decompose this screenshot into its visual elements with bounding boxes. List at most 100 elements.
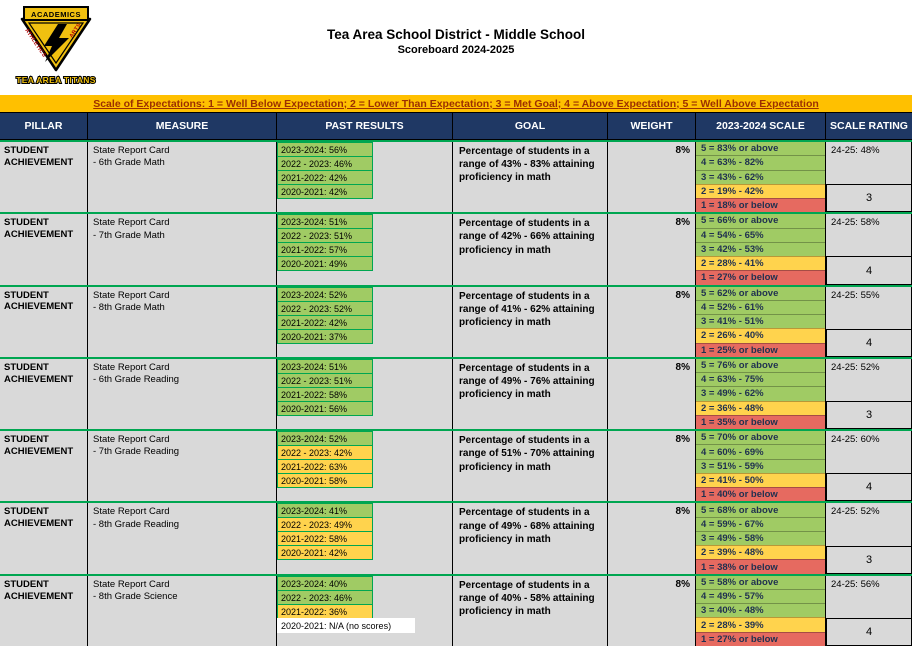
weight-cell[interactable]: 8% bbox=[608, 575, 696, 646]
column-header-past-results[interactable]: PAST RESULTS bbox=[277, 113, 453, 139]
scale-item: 5 = 62% or above bbox=[696, 286, 825, 300]
current-score: 24-25: 56% bbox=[831, 578, 880, 590]
measure-cell[interactable]: State Report Card - 8th Grade Science bbox=[88, 575, 277, 646]
column-header-goal[interactable]: GOAL bbox=[453, 113, 608, 139]
scale-item: 1 = 35% or below bbox=[696, 414, 825, 430]
scale-item: 3 = 43% - 62% bbox=[696, 169, 825, 184]
page-subtitle: Scoreboard 2024-2025 bbox=[397, 44, 515, 56]
measure-line: - 7th Grade Reading bbox=[93, 446, 180, 458]
scale-rating-cell[interactable]: 24-25: 48% 3 bbox=[826, 142, 912, 213]
measure-cell[interactable]: State Report Card - 8th Grade Reading bbox=[88, 503, 277, 574]
pillar-cell[interactable]: STUDENT ACHIEVEMENT bbox=[0, 431, 88, 502]
goal-cell[interactable]: Percentage of students in a range of 40%… bbox=[453, 575, 608, 646]
column-header-pillar[interactable]: PILLAR bbox=[0, 113, 88, 139]
scale-rating-cell[interactable]: 24-25: 52% 3 bbox=[826, 503, 912, 574]
past-result-item: 2022 - 2023: 51% bbox=[277, 228, 373, 244]
pillar-cell[interactable]: STUDENT ACHIEVEMENT bbox=[0, 503, 88, 574]
goal-cell[interactable]: Percentage of students in a range of 49%… bbox=[453, 358, 608, 430]
measure-cell[interactable]: State Report Card - 6th Grade Math bbox=[88, 142, 277, 213]
table-row: STUDENT ACHIEVEMENT State Report Card - 6t… bbox=[0, 356, 912, 430]
weight-cell[interactable]: 8% bbox=[608, 286, 696, 357]
scale-cell[interactable]: 5 = 62% or above 4 = 52% - 61% 3 = 41% - 5… bbox=[696, 286, 826, 357]
weight-cell[interactable]: 8% bbox=[608, 358, 696, 430]
scale-item: 5 = 66% or above bbox=[696, 214, 825, 228]
title-block: Tea Area School District - Middle School… bbox=[0, 27, 912, 56]
scale-item: 2 = 41% - 50% bbox=[696, 472, 825, 488]
table-row: STUDENT ACHIEVEMENT State Report Card - 8t… bbox=[0, 284, 912, 357]
logo-titans-label: TEA AREA TITANS bbox=[16, 75, 95, 85]
column-header-weight[interactable]: WEIGHT bbox=[608, 113, 696, 139]
past-result-item: 2022 - 2023: 46% bbox=[277, 156, 373, 171]
pillar-cell[interactable]: STUDENT ACHIEVEMENT bbox=[0, 575, 88, 646]
rating-box: 4 bbox=[826, 473, 911, 502]
scale-item: 3 = 41% - 51% bbox=[696, 314, 825, 329]
current-score: 24-25: 60% bbox=[831, 434, 880, 446]
rating-value: 3 bbox=[865, 409, 873, 422]
measure-line: - 8th Grade Math bbox=[93, 301, 165, 313]
scale-item: 3 = 42% - 53% bbox=[696, 241, 825, 257]
weight-cell[interactable]: 8% bbox=[608, 142, 696, 213]
weight-cell[interactable]: 8% bbox=[608, 431, 696, 502]
scale-item: 2 = 39% - 48% bbox=[696, 545, 825, 560]
scale-cell[interactable]: 5 = 76% or above 4 = 63% - 75% 3 = 49% - 6… bbox=[696, 358, 826, 430]
scale-cell[interactable]: 5 = 66% or above 4 = 54% - 65% 3 = 42% - 5… bbox=[696, 214, 826, 285]
weight-cell[interactable]: 8% bbox=[608, 214, 696, 285]
scale-rating-cell[interactable]: 24-25: 60% 4 bbox=[826, 431, 912, 502]
goal-cell[interactable]: Percentage of students in a range of 41%… bbox=[453, 286, 608, 357]
weight-cell[interactable]: 8% bbox=[608, 503, 696, 574]
rating-value: 3 bbox=[865, 192, 873, 205]
scale-item: 4 = 59% - 67% bbox=[696, 516, 825, 531]
column-header-scale[interactable]: 2023-2024 SCALE bbox=[696, 113, 826, 139]
scale-cell[interactable]: 5 = 70% or above 4 = 60% - 69% 3 = 51% - 5… bbox=[696, 431, 826, 502]
past-results-cell[interactable]: 2023-2024: 52% 2022 - 2023: 42% 2021-2022:… bbox=[277, 431, 453, 502]
column-header-measure[interactable]: MEASURE bbox=[88, 113, 277, 139]
goal-cell[interactable]: Percentage of students in a range of 49%… bbox=[453, 503, 608, 574]
goal-cell[interactable]: Percentage of students in a range of 51%… bbox=[453, 431, 608, 502]
goal-cell[interactable]: Percentage of students in a range of 43%… bbox=[453, 142, 608, 213]
column-header-scale-rating[interactable]: SCALE RATING bbox=[830, 120, 908, 132]
pillar-cell[interactable]: STUDENT ACHIEVEMENT bbox=[0, 358, 88, 430]
scale-rating-cell[interactable]: 24-25: 55% 4 bbox=[826, 286, 912, 357]
past-result-item: 2023-2024: 51% bbox=[277, 214, 373, 230]
scale-cell[interactable]: 5 = 68% or above 4 = 59% - 67% 3 = 49% - 5… bbox=[696, 503, 826, 574]
measure-cell[interactable]: State Report Card - 7th Grade Reading bbox=[88, 431, 277, 502]
past-result-item: 2022 - 2023: 51% bbox=[277, 372, 373, 388]
table-header-row: PILLAR MEASURE PAST RESULTS GOAL WEIGHT … bbox=[0, 112, 912, 140]
past-results-cell[interactable]: 2023-2024: 56% 2022 - 2023: 46% 2021-2022:… bbox=[277, 142, 453, 213]
scale-rating-cell[interactable]: 24-25: 58% 4 bbox=[826, 214, 912, 285]
rating-value: 4 bbox=[865, 625, 873, 638]
current-score: 24-25: 52% bbox=[831, 506, 880, 518]
pillar-cell[interactable]: STUDENT ACHIEVEMENT bbox=[0, 214, 88, 285]
measure-line: State Report Card bbox=[93, 578, 170, 590]
table-row: STUDENT ACHIEVEMENT State Report Card - 7t… bbox=[0, 212, 912, 285]
scale-item: 2 = 36% - 48% bbox=[696, 400, 825, 415]
scale-cell[interactable]: 5 = 58% or above 4 = 49% - 57% 3 = 40% - 4… bbox=[696, 575, 826, 646]
scale-item: 2 = 26% - 40% bbox=[696, 328, 825, 343]
scale-item: 5 = 70% or above bbox=[696, 431, 825, 445]
past-results-cell[interactable]: 2023-2024: 51% 2022 - 2023: 51% 2021-2022:… bbox=[277, 214, 453, 285]
scale-item: 2 = 28% - 41% bbox=[696, 256, 825, 271]
measure-line: - 7th Grade Math bbox=[93, 229, 165, 241]
scale-item: 2 = 28% - 39% bbox=[696, 617, 825, 632]
scale-item: 3 = 49% - 62% bbox=[696, 386, 825, 401]
past-results-cell[interactable]: 2023-2024: 52% 2022 - 2023: 52% 2021-2022:… bbox=[277, 286, 453, 357]
pillar-cell[interactable]: STUDENT ACHIEVEMENT bbox=[0, 286, 88, 357]
scale-item: 4 = 52% - 61% bbox=[696, 299, 825, 315]
goal-cell[interactable]: Percentage of students in a range of 42%… bbox=[453, 214, 608, 285]
past-result-item: 2021-2022: 58% bbox=[277, 386, 373, 402]
pillar-cell[interactable]: STUDENT ACHIEVEMENT bbox=[0, 142, 88, 213]
past-results-cell[interactable]: 2023-2024: 40% 2022 - 2023: 46% 2021-2022:… bbox=[277, 575, 453, 646]
past-results-cell[interactable]: 2023-2024: 51% 2022 - 2023: 51% 2021-2022:… bbox=[277, 358, 453, 430]
scale-rating-cell[interactable]: 24-25: 52% 3 bbox=[826, 358, 912, 430]
measure-cell[interactable]: State Report Card - 6th Grade Reading bbox=[88, 358, 277, 430]
scale-item: 1 = 38% or below bbox=[696, 559, 825, 574]
scale-rating-cell[interactable]: 24-25: 56% 4 bbox=[826, 575, 912, 646]
scale-item: 5 = 68% or above bbox=[696, 503, 825, 517]
past-result-item: 2022 - 2023: 52% bbox=[277, 300, 373, 316]
past-result-item: 2023-2024: 41% bbox=[277, 503, 373, 519]
measure-cell[interactable]: State Report Card - 8th Grade Math bbox=[88, 286, 277, 357]
measure-line: - 8th Grade Reading bbox=[93, 518, 180, 530]
measure-cell[interactable]: State Report Card - 7th Grade Math bbox=[88, 214, 277, 285]
past-results-cell[interactable]: 2023-2024: 41% 2022 - 2023: 49% 2021-2022:… bbox=[277, 503, 453, 574]
scale-cell[interactable]: 5 = 83% or above 4 = 63% - 82% 3 = 43% - 6… bbox=[696, 142, 826, 213]
